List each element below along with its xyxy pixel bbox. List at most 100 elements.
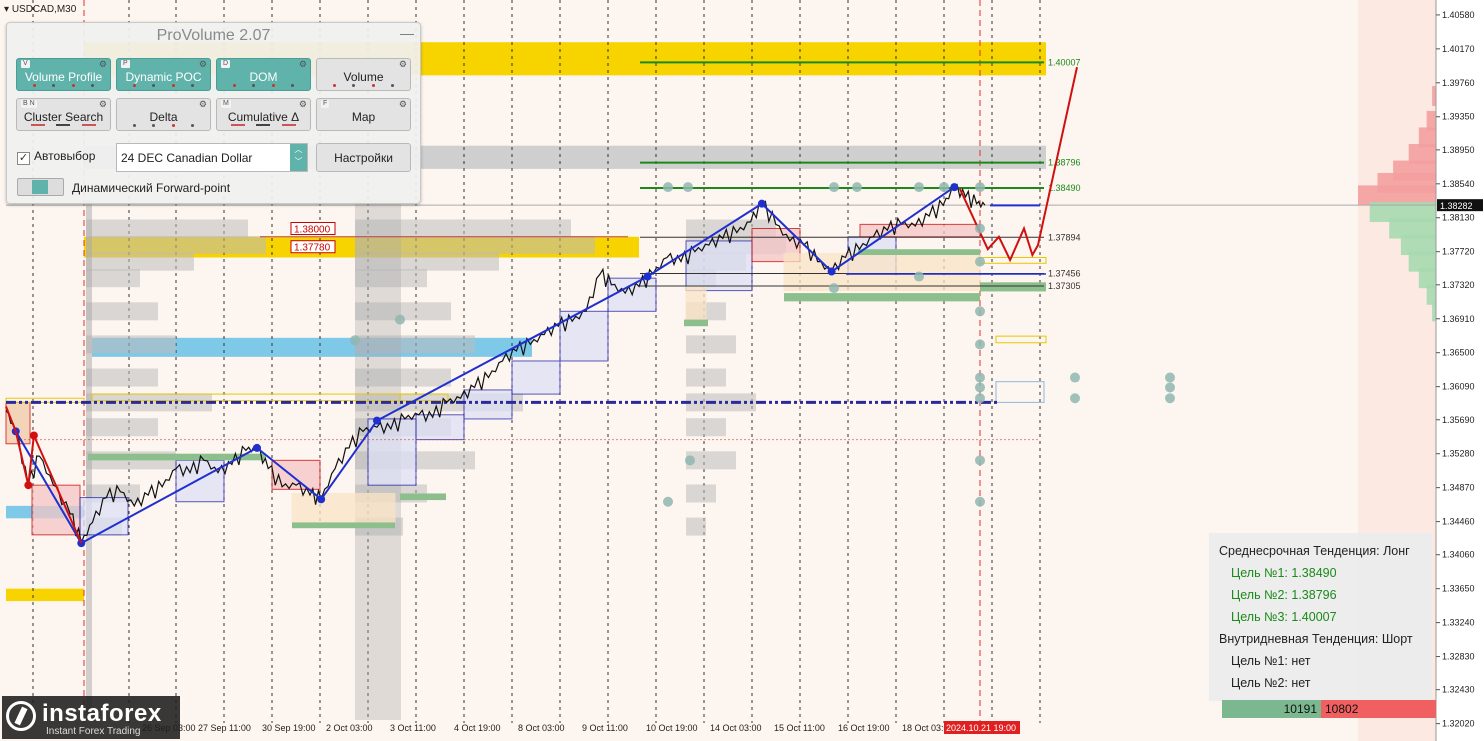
profile-bar	[86, 219, 248, 238]
boxed-level-frame	[290, 222, 336, 236]
circle-marker	[975, 339, 985, 350]
cluster-box	[859, 223, 981, 238]
profile-bar	[86, 269, 140, 288]
right-profile-bar	[1389, 218, 1436, 239]
minimize-icon[interactable]: —	[400, 25, 414, 41]
x-tick-label: 27 Sep 11:00	[198, 723, 251, 733]
intraday-target-2: Цель №2: нет	[1231, 676, 1311, 690]
circle-marker	[939, 182, 949, 193]
level-label: 1.37894	[1048, 232, 1081, 242]
auto-select-checkbox[interactable]: ✓ Автовыбор	[17, 149, 95, 165]
circle-marker	[829, 182, 839, 193]
y-tick-label: 1.32430	[1442, 685, 1475, 695]
gear-icon[interactable]: ⚙	[298, 99, 307, 109]
volume-profile-button[interactable]: Volume Profile V ⚙	[16, 58, 111, 91]
status-indicators	[25, 83, 102, 87]
long-target-3: Цель №3: 1.40007	[1231, 610, 1337, 624]
green-band	[88, 453, 266, 461]
instrument-select[interactable]: 24 DEC Canadian Dollar ︿ ﹀	[116, 143, 308, 172]
y-tick-label: 1.36090	[1442, 382, 1475, 392]
gear-icon[interactable]: ⚙	[298, 59, 307, 69]
y-tick-label: 1.33650	[1442, 584, 1475, 594]
intraday-trend-text: Внутридневная Тенденция: Шорт	[1219, 632, 1413, 646]
gear-icon[interactable]: ⚙	[398, 59, 407, 69]
volume-button[interactable]: Volume ⚙	[316, 58, 411, 91]
green-band	[292, 522, 395, 529]
profile-bar	[355, 236, 595, 255]
delta-button[interactable]: Delta ⚙	[116, 98, 211, 131]
y-tick-label: 1.35280	[1442, 449, 1475, 459]
y-tick-label: 1.38540	[1442, 179, 1475, 189]
profile-bar	[355, 335, 475, 354]
profile-bar	[686, 517, 706, 536]
dynamic-poc-button[interactable]: Dynamic POC P ⚙	[116, 58, 211, 91]
volume-balance-bar: 10191 10802	[1222, 700, 1436, 718]
blue-outline	[995, 381, 1045, 403]
right-profile-bar	[1418, 268, 1436, 289]
profile-bar	[686, 368, 726, 387]
circle-marker	[1165, 382, 1175, 393]
y-tick-label: 1.39350	[1442, 112, 1475, 122]
green-band	[684, 319, 708, 327]
level-label: 1.38490	[1048, 183, 1081, 193]
y-tick-label: 1.38950	[1442, 145, 1475, 155]
profile-bar	[686, 484, 716, 503]
profile-bar	[355, 302, 451, 321]
status-indicators	[25, 123, 102, 127]
level-label: 1.37456	[1048, 269, 1081, 279]
x-tick-label: 9 Oct 11:00	[582, 723, 628, 733]
x-tick-label: 10 Oct 19:00	[646, 723, 698, 733]
x-tick-label: 3 Oct 11:00	[390, 723, 436, 733]
intraday-target-1: Цель №1: нет	[1231, 654, 1311, 668]
spinner-arrows-icon[interactable]: ︿ ﹀	[290, 144, 307, 171]
logo-name: instaforex	[42, 700, 162, 727]
level-label: 1.37305	[1048, 281, 1081, 291]
cluster-box	[685, 285, 707, 321]
levels: 1.40007 1.38796 1.38490 1.37894 1.37456 1.373…	[6, 57, 1436, 441]
gear-icon[interactable]: ⚙	[198, 59, 207, 69]
status-indicators	[125, 123, 202, 127]
profile-bar	[355, 269, 427, 288]
circle-marker	[975, 372, 985, 383]
y-tick-label: 1.36910	[1442, 314, 1475, 324]
map-button[interactable]: Map F ⚙	[316, 98, 411, 131]
gear-icon[interactable]: ⚙	[98, 99, 107, 109]
status-indicators	[225, 123, 302, 127]
gear-icon[interactable]: ⚙	[398, 99, 407, 109]
profile-bar	[686, 451, 736, 470]
gear-icon[interactable]: ⚙	[198, 99, 207, 109]
circle-marker	[1070, 372, 1080, 383]
y-tick-label: 1.32020	[1442, 719, 1475, 729]
right-profile-bar	[1432, 301, 1436, 322]
circle-marker	[914, 271, 924, 282]
forward-point-label: Динамический Forward-point	[72, 181, 231, 195]
dom-button[interactable]: DOM D ⚙	[216, 58, 311, 91]
sell-volume: 10802	[1321, 700, 1436, 718]
zigzag-point	[372, 416, 381, 425]
y-tick-label: 1.32830	[1442, 652, 1475, 662]
toggle-knob	[32, 180, 48, 194]
y-tick-label: 1.40170	[1442, 44, 1475, 54]
zigzag-point	[253, 443, 262, 452]
forward-point-toggle[interactable]	[17, 178, 64, 196]
green-band	[980, 282, 1046, 292]
profile-bar	[86, 393, 212, 412]
trend-info-box: Среднесрочная Тенденция: Лонг Цель №1: 1…	[1209, 533, 1432, 701]
cumulative-button[interactable]: Cumulative Δ M ⚙	[216, 98, 311, 131]
y-tick-label: 1.34870	[1442, 483, 1475, 493]
y-tick-label: 1.34060	[1442, 550, 1475, 560]
y-tick-label: 1.34460	[1442, 517, 1475, 527]
profile-bar	[86, 302, 158, 321]
gear-icon[interactable]: ⚙	[98, 59, 107, 69]
x-tick-label: 14 Oct 03:00	[710, 723, 762, 733]
cluster-search-button[interactable]: Cluster Search B N ⚙	[16, 98, 111, 131]
circle-marker	[852, 182, 862, 193]
circle-marker	[975, 256, 985, 267]
buy-volume: 10191	[1222, 700, 1321, 718]
boxed-level-label: 1.38000	[294, 225, 331, 236]
instaforex-logo: instaforex Instant Forex Trading	[2, 696, 180, 739]
green-band	[784, 293, 980, 302]
settings-button[interactable]: Настройки	[316, 143, 411, 172]
x-tick-label: 8 Oct 03:00	[518, 723, 565, 733]
